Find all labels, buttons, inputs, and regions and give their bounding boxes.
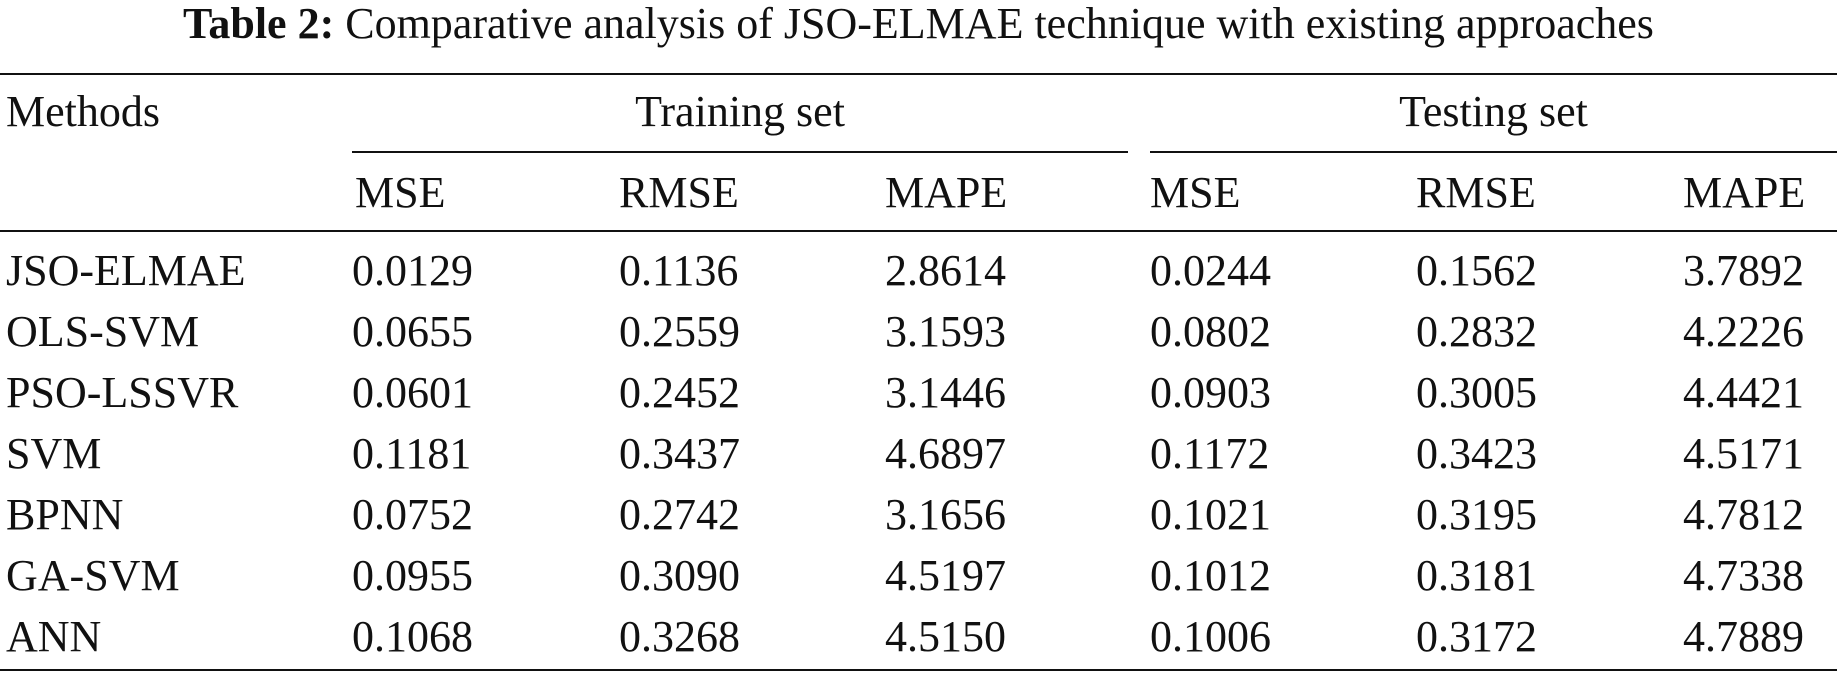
cell-test-rmse: 0.3423 <box>1416 429 1537 478</box>
cell-test-mape: 4.7338 <box>1683 551 1804 600</box>
cell-train-mse: 0.0601 <box>352 368 473 417</box>
cell-train-mape: 3.1656 <box>885 490 1006 539</box>
cell-train-rmse: 0.2452 <box>619 368 740 417</box>
cell-train-mape: 4.5197 <box>885 551 1006 600</box>
cell-train-rmse: 0.2559 <box>619 307 740 356</box>
table-caption: Table 2: Comparative analysis of JSO-ELM… <box>0 2 1837 46</box>
cell-test-mape: 4.7812 <box>1683 490 1804 539</box>
cell-test-mse: 0.1021 <box>1150 490 1271 539</box>
cell-train-mse: 0.0655 <box>352 307 473 356</box>
cell-test-mse: 0.0802 <box>1150 307 1271 356</box>
cell-test-mape: 4.2226 <box>1683 307 1804 356</box>
cell-test-rmse: 0.3172 <box>1416 612 1537 661</box>
caption-label: Table 2: <box>183 0 335 48</box>
cell-test-rmse: 0.3195 <box>1416 490 1537 539</box>
cell-train-mape: 4.5150 <box>885 612 1006 661</box>
cell-train-mape: 2.8614 <box>885 246 1006 295</box>
cell-test-mape: 4.5171 <box>1683 429 1804 478</box>
methods-column-header: Methods <box>6 87 160 136</box>
cell-method: JSO-ELMAE <box>6 246 246 295</box>
cell-method: OLS-SVM <box>6 307 200 356</box>
col-header-test-rmse: RMSE <box>1416 168 1536 217</box>
cell-train-rmse: 0.3437 <box>619 429 740 478</box>
cell-train-rmse: 0.2742 <box>619 490 740 539</box>
caption-text: Comparative analysis of JSO-ELMAE techni… <box>345 0 1654 48</box>
cell-test-rmse: 0.1562 <box>1416 246 1537 295</box>
cell-train-mse: 0.0129 <box>352 246 473 295</box>
cell-train-mse: 0.1068 <box>352 612 473 661</box>
col-header-train-mse: MSE <box>355 168 446 217</box>
cell-test-mse: 0.0244 <box>1150 246 1271 295</box>
col-header-test-mse: MSE <box>1150 168 1241 217</box>
cell-train-mse: 0.0752 <box>352 490 473 539</box>
cell-test-mse: 0.1006 <box>1150 612 1271 661</box>
cell-train-mape: 3.1593 <box>885 307 1006 356</box>
cell-test-mape: 4.7889 <box>1683 612 1804 661</box>
cell-train-rmse: 0.3090 <box>619 551 740 600</box>
cell-test-rmse: 0.3005 <box>1416 368 1537 417</box>
cell-train-mape: 3.1446 <box>885 368 1006 417</box>
cell-train-mse: 0.0955 <box>352 551 473 600</box>
header-bottom-rule <box>0 230 1837 232</box>
cell-train-mse: 0.1181 <box>352 429 472 478</box>
cell-test-rmse: 0.3181 <box>1416 551 1537 600</box>
testing-group-rule <box>1150 151 1837 153</box>
training-set-header: Training set <box>635 87 845 136</box>
training-group-rule <box>352 151 1128 153</box>
cell-method: GA-SVM <box>6 551 180 600</box>
table-bottom-rule <box>0 669 1837 671</box>
cell-test-rmse: 0.2832 <box>1416 307 1537 356</box>
cell-train-rmse: 0.1136 <box>619 246 739 295</box>
cell-method: BPNN <box>6 490 124 539</box>
cell-train-rmse: 0.3268 <box>619 612 740 661</box>
cell-test-mse: 0.1172 <box>1150 429 1270 478</box>
cell-test-mape: 4.4421 <box>1683 368 1804 417</box>
testing-set-header: Testing set <box>1399 87 1588 136</box>
col-header-train-rmse: RMSE <box>619 168 739 217</box>
cell-method: ANN <box>6 612 102 661</box>
cell-test-mse: 0.0903 <box>1150 368 1271 417</box>
col-header-test-mape: MAPE <box>1683 168 1806 217</box>
cell-test-mape: 3.7892 <box>1683 246 1804 295</box>
cell-method: PSO-LSSVR <box>6 368 239 417</box>
cell-train-mape: 4.6897 <box>885 429 1006 478</box>
cell-method: SVM <box>6 429 102 478</box>
cell-test-mse: 0.1012 <box>1150 551 1271 600</box>
table-top-rule <box>0 73 1837 75</box>
col-header-train-mape: MAPE <box>885 168 1008 217</box>
